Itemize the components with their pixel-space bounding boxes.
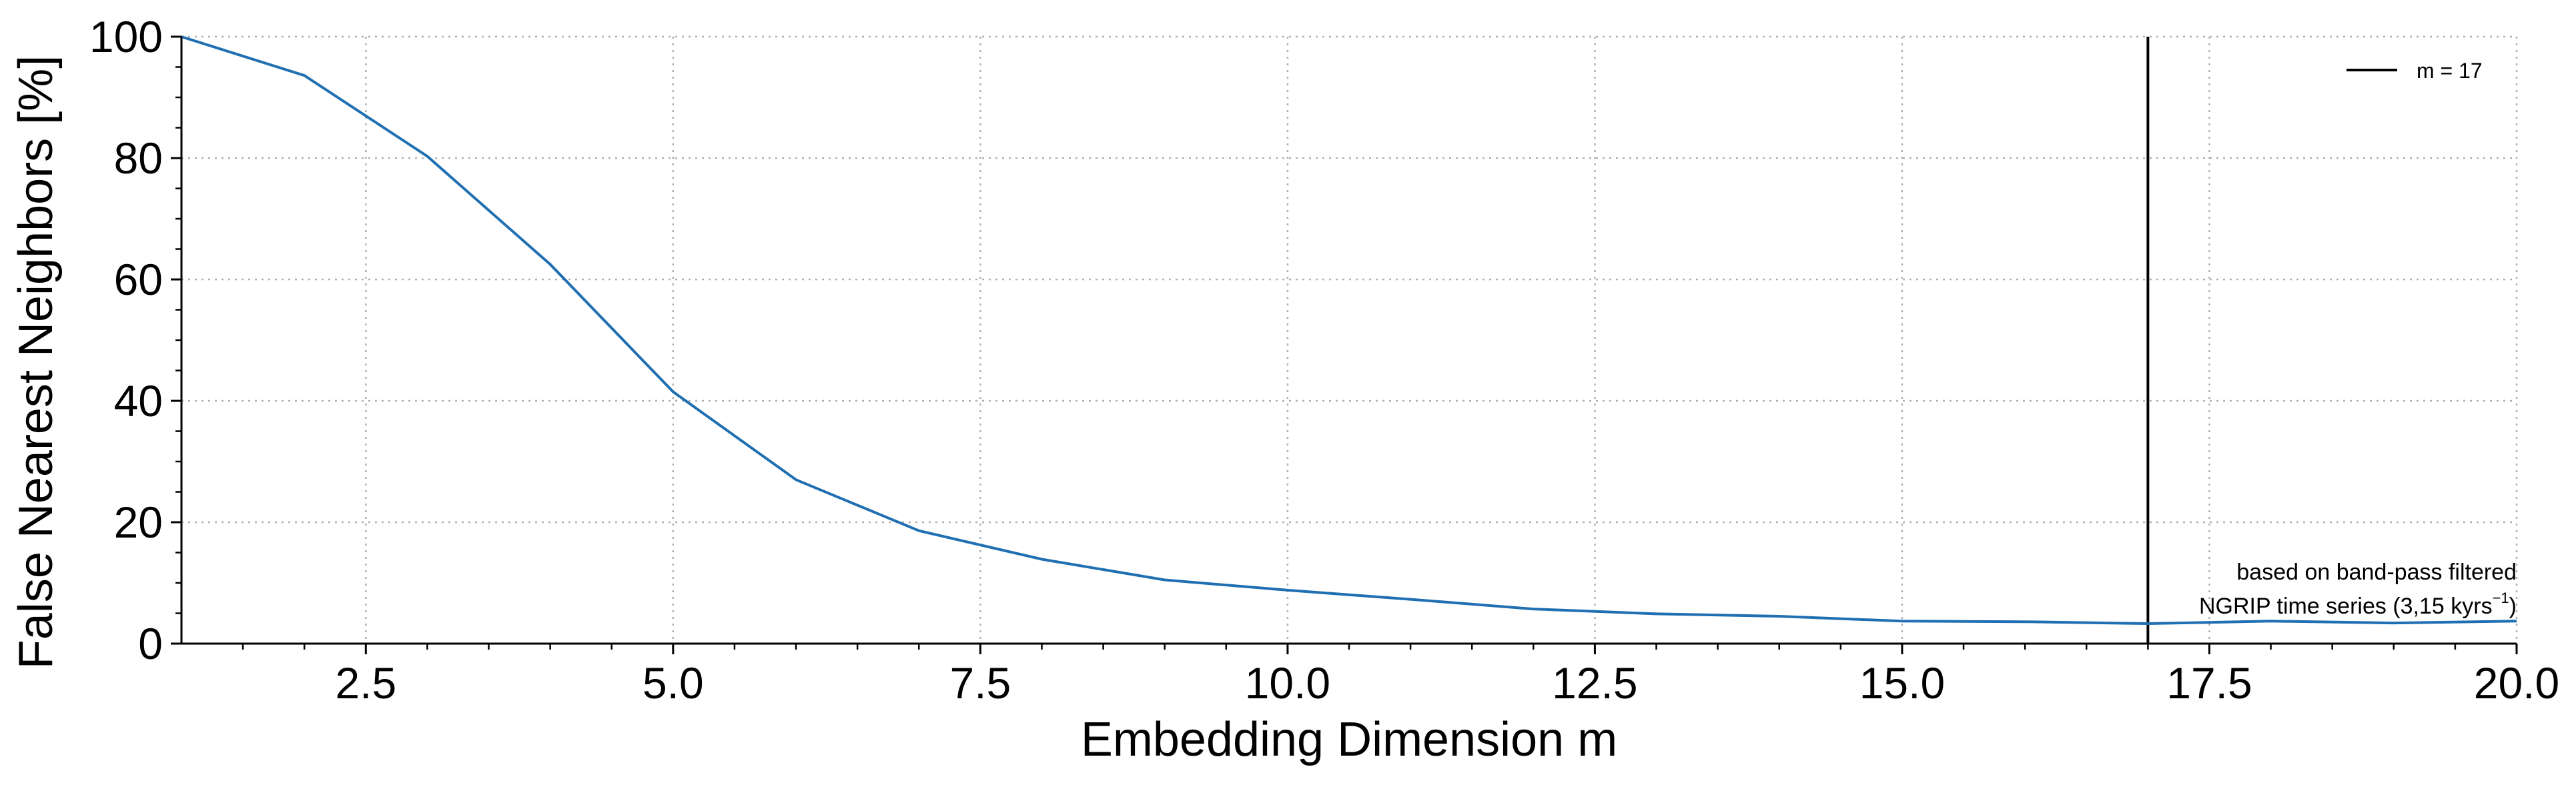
legend-label: m = 17: [2417, 59, 2483, 83]
y-tick-label: 100: [89, 12, 163, 61]
annotation-line-1: based on band-pass filtered: [2236, 560, 2517, 585]
annotation-line-2-end: ): [2509, 594, 2517, 619]
y-tick-label: 80: [114, 133, 163, 183]
series-line-0: [181, 35, 2517, 625]
x-tick-label: 17.5: [2166, 658, 2252, 708]
legend: m = 17: [2346, 59, 2483, 83]
annotation-line-2-sup: −1: [2493, 590, 2509, 606]
x-tick-label: 10.0: [1245, 658, 1330, 708]
y-ticks: 0 20 40 60 80 100: [89, 12, 181, 668]
y-axis-label: False Nearest Neighbors [%]: [9, 55, 63, 669]
x-axis-label: Embedding Dimension m: [1081, 713, 1617, 766]
series-layer: [181, 35, 2517, 625]
x-tick-label: 12.5: [1552, 658, 1637, 708]
y-tick-label: 20: [114, 498, 163, 547]
x-tick-label: 5.0: [642, 658, 704, 708]
grid-layer: [181, 35, 2518, 645]
axes-layer: [180, 37, 2517, 645]
minor-ticks: [175, 66, 2457, 650]
x-tick-label: 7.5: [949, 658, 1011, 708]
annotation-line-2: NGRIP time series (3,15 kyrs−1): [2199, 590, 2517, 619]
y-tick-label: 40: [114, 376, 163, 426]
y-tick-label: 0: [138, 619, 163, 668]
x-tick-label: 20.0: [2474, 658, 2559, 708]
x-ticks: 2.5 5.0 7.5 10.0 12.5 15.0 17.5 20.0: [335, 644, 2559, 708]
x-tick-label: 15.0: [1859, 658, 1945, 708]
x-tick-label: 2.5: [335, 658, 396, 708]
y-tick-label: 60: [114, 255, 163, 304]
annotation: based on band-pass filtered NGRIP time s…: [2199, 560, 2517, 619]
annotation-line-2-main: NGRIP time series (3,15 kyrs: [2199, 594, 2493, 619]
